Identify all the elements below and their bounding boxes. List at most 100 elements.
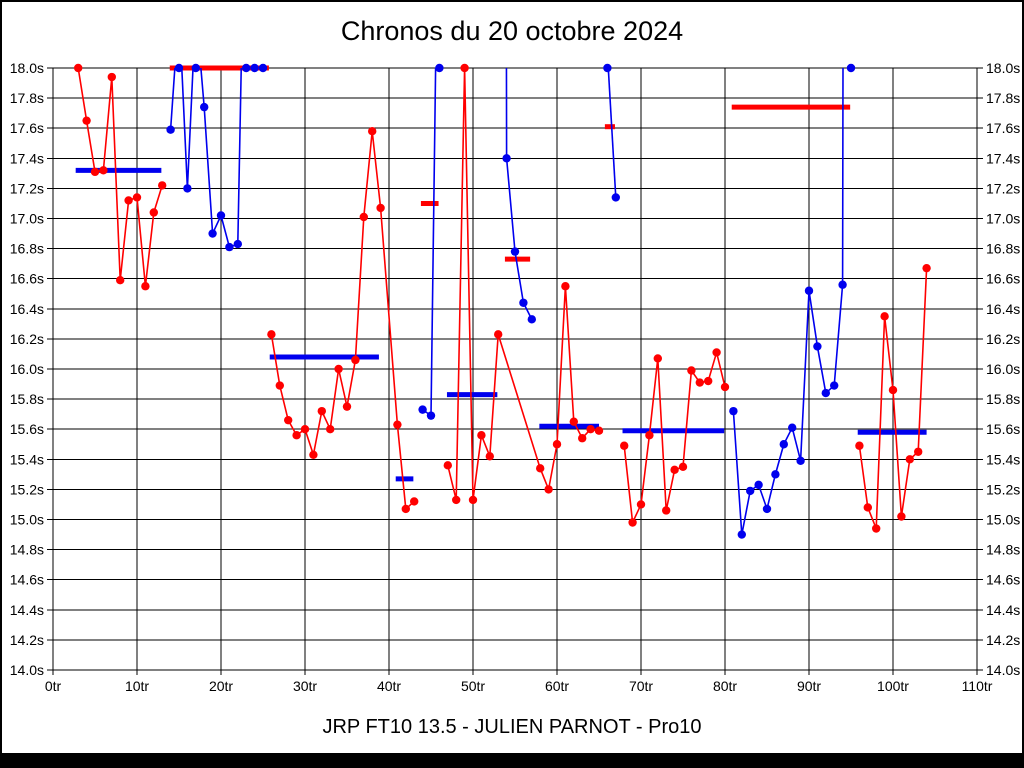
series-line xyxy=(607,68,617,198)
average-bars xyxy=(75,65,927,482)
gridlines xyxy=(52,67,978,671)
data-point-blue xyxy=(250,63,259,73)
y-tick-label-right: 16.2s xyxy=(986,331,1020,347)
data-point-red xyxy=(309,450,318,459)
x-tick-label: 10tr xyxy=(125,678,149,694)
y-tick-label-right: 15.8s xyxy=(986,391,1020,407)
data-point-blue xyxy=(830,381,839,390)
data-point-red xyxy=(855,441,864,450)
series-line xyxy=(270,130,415,510)
x-tick-label: 0tr xyxy=(45,678,62,694)
data-point-red xyxy=(267,330,276,339)
data-point-red xyxy=(914,447,923,456)
y-tick-label-right: 14.4s xyxy=(986,602,1020,618)
data-point-red xyxy=(116,276,125,285)
data-point-red xyxy=(905,455,914,464)
data-point-red xyxy=(359,212,368,222)
y-tick-label-right: 14.6s xyxy=(986,572,1020,588)
data-point-red xyxy=(536,464,545,473)
data-point-red xyxy=(712,348,721,357)
data-point-red xyxy=(401,504,410,514)
x-tick-label: 100tr xyxy=(877,678,909,694)
data-point-red xyxy=(292,431,301,440)
data-point-red xyxy=(628,518,637,527)
data-point-red xyxy=(284,415,293,425)
data-point-blue xyxy=(510,247,520,256)
y-tick-label-right: 17.6s xyxy=(986,120,1020,136)
x-tick-label: 30tr xyxy=(293,678,317,694)
axis-labels: 18.0s 18.0s 17.8s 17.8s 17.6s 17.6s 17.4s 17.4s… xyxy=(10,60,1021,694)
blue-times-series xyxy=(169,68,844,536)
data-point-red xyxy=(586,425,595,434)
y-tick-label-right: 15.4s xyxy=(986,451,1020,467)
red-times-markers xyxy=(74,63,931,533)
data-point-red xyxy=(569,417,578,426)
data-point-blue xyxy=(771,470,780,479)
data-point-blue xyxy=(527,315,536,324)
data-point-red xyxy=(880,312,889,321)
data-point-red xyxy=(99,166,108,175)
y-tick-label-left: 14.6s xyxy=(10,572,44,588)
x-tick-label: 50tr xyxy=(461,678,485,694)
data-point-red xyxy=(704,376,713,386)
data-point-red xyxy=(645,431,654,440)
y-tick-label-left: 16.8s xyxy=(10,241,44,257)
data-point-blue xyxy=(611,193,620,202)
data-point-red xyxy=(460,63,469,73)
y-tick-label-left: 14.2s xyxy=(10,632,44,648)
data-point-red xyxy=(653,354,662,363)
axis-ticks xyxy=(47,67,983,675)
y-tick-label-left: 14.8s xyxy=(10,542,44,558)
y-tick-label-left: 17.6s xyxy=(10,120,44,136)
data-point-red xyxy=(443,461,452,470)
data-point-red xyxy=(124,196,133,205)
data-point-red xyxy=(141,282,150,291)
y-tick-label-left: 14.0s xyxy=(10,662,44,678)
data-point-red xyxy=(552,440,562,449)
y-tick-label-right: 16.6s xyxy=(986,271,1020,287)
data-point-blue xyxy=(746,486,755,496)
x-tick-label: 60tr xyxy=(545,678,569,694)
data-point-blue xyxy=(191,63,200,73)
data-point-blue xyxy=(200,102,209,112)
y-tick-label-right: 16.0s xyxy=(986,361,1020,377)
data-point-red xyxy=(670,465,679,475)
data-point-red xyxy=(485,452,494,461)
chart-title: Chronos du 20 octobre 2024 xyxy=(340,16,684,46)
data-point-blue xyxy=(208,229,217,238)
data-point-blue xyxy=(729,406,738,416)
data-point-red xyxy=(334,364,343,374)
data-point-blue xyxy=(242,63,251,73)
data-point-red xyxy=(720,382,730,392)
data-point-blue xyxy=(762,504,772,514)
y-tick-label-left: 17.0s xyxy=(10,211,44,227)
x-tick-label: 90tr xyxy=(797,678,821,694)
data-point-blue xyxy=(258,63,268,73)
data-point-red xyxy=(410,497,419,506)
x-tick-label: 110tr xyxy=(962,678,993,694)
data-point-red xyxy=(561,282,570,291)
data-point-red xyxy=(636,500,646,509)
data-point-red xyxy=(158,181,167,190)
x-tick-label: 80tr xyxy=(713,678,737,694)
data-point-red xyxy=(922,263,931,273)
y-tick-label-left: 14.4s xyxy=(10,602,44,618)
data-point-blue xyxy=(225,242,234,252)
y-tick-label-right: 14.2s xyxy=(986,632,1020,648)
y-tick-label-right: 16.4s xyxy=(986,301,1020,317)
y-tick-label-left: 17.8s xyxy=(10,90,44,106)
data-point-red xyxy=(342,402,352,411)
series-line xyxy=(77,68,163,288)
data-point-red xyxy=(275,381,284,390)
data-point-blue xyxy=(813,342,822,351)
y-tick-label-left: 18.0s xyxy=(10,60,44,76)
data-point-blue xyxy=(174,63,184,73)
y-tick-label-right: 15.0s xyxy=(986,512,1020,528)
data-point-red xyxy=(863,503,872,512)
y-tick-label-left: 16.0s xyxy=(10,361,44,377)
data-point-red xyxy=(376,203,385,213)
data-point-red xyxy=(393,420,402,429)
data-point-red xyxy=(351,355,360,365)
data-point-red xyxy=(888,385,898,395)
